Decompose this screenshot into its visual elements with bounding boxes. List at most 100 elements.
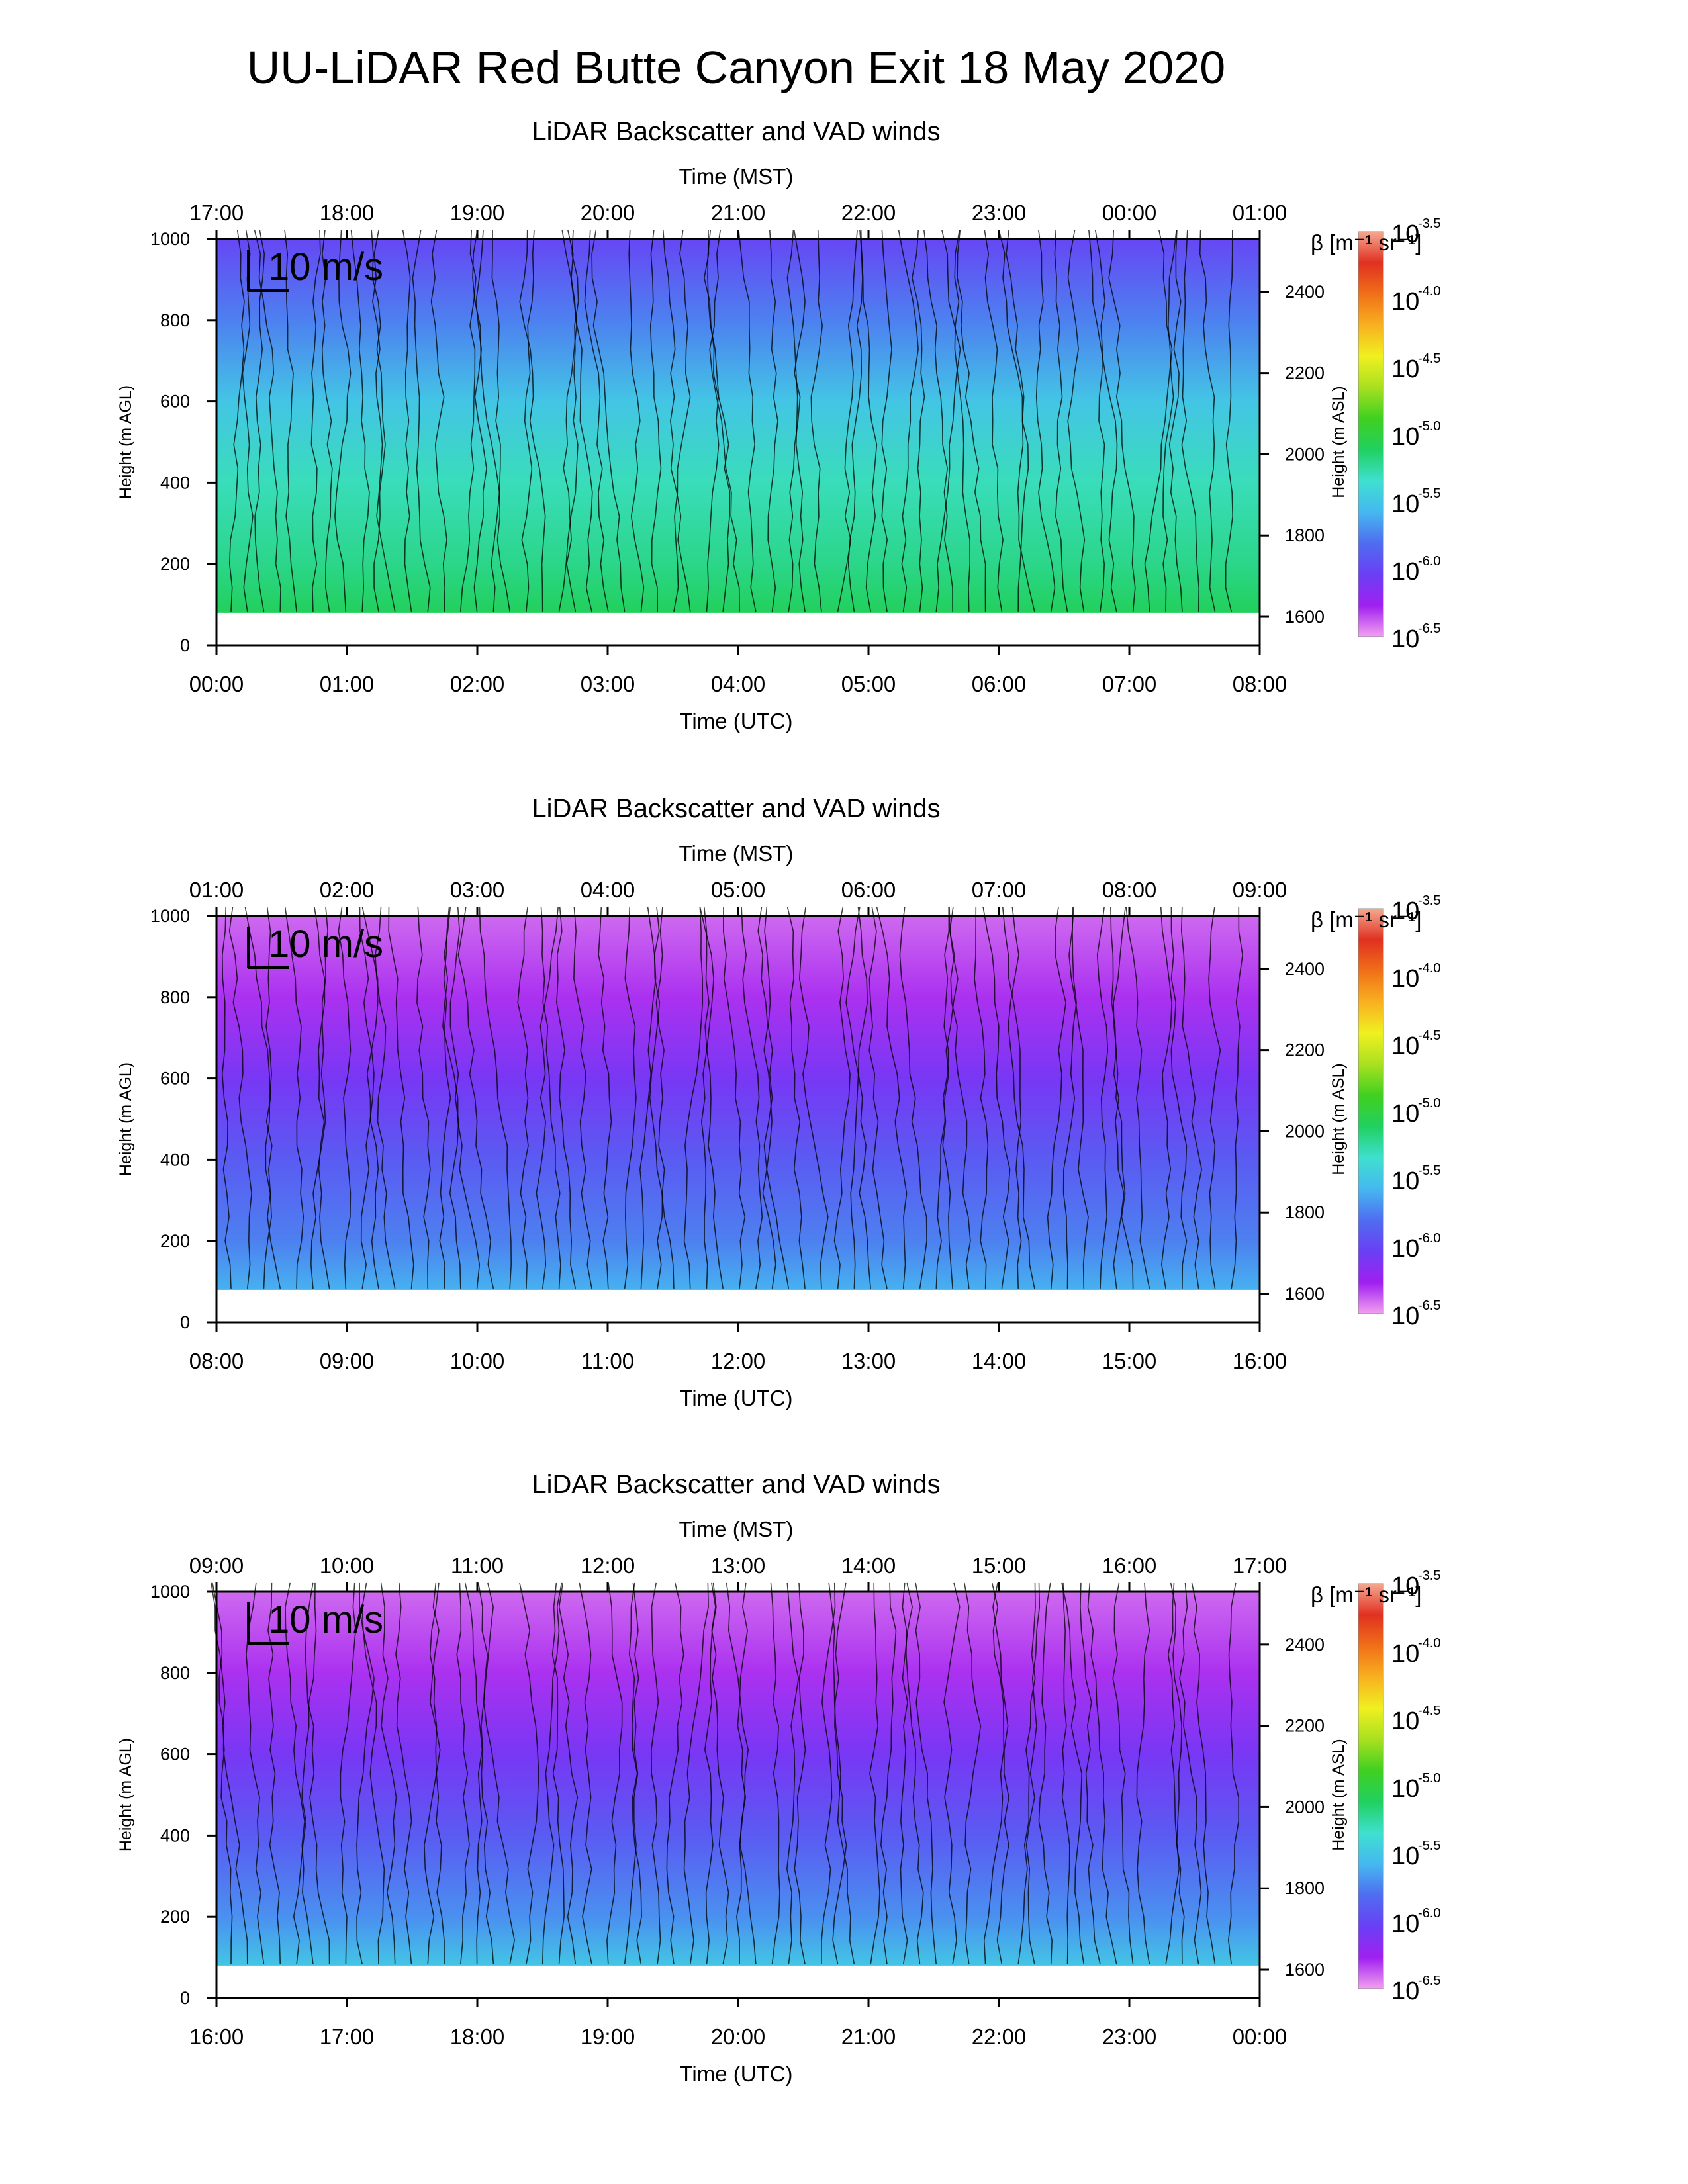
- wind-column: [762, 907, 776, 1289]
- colorbar-tick-base: 10: [1391, 965, 1419, 993]
- y-tick-label: 400: [160, 1825, 190, 1845]
- wind-column: [284, 907, 305, 1289]
- colorbar-tick-base: 10: [1391, 1910, 1419, 1938]
- reference-vector-label: 10 m/s: [268, 923, 383, 966]
- wind-column: [267, 1582, 281, 1964]
- wind-column: [828, 1582, 855, 1965]
- wind-column: [293, 1582, 317, 1964]
- colorbar-tick-base: 10: [1391, 423, 1419, 451]
- wind-column: [1144, 230, 1173, 612]
- wind-column: [371, 230, 386, 612]
- reference-vector-arrow: [247, 250, 289, 292]
- x-tick-label-utc: 02:00: [450, 672, 505, 696]
- colorbar-tick-exponent: -6.5: [1418, 1298, 1440, 1313]
- wind-column: [983, 1582, 1005, 1964]
- x-tick-label-mst: 05:00: [711, 878, 766, 902]
- wind-column: [442, 907, 481, 1289]
- wind-column: [491, 230, 510, 612]
- y-tick-label: 400: [160, 1150, 190, 1169]
- x-tick-label-utc: 17:00: [320, 2025, 375, 2049]
- wind-column: [246, 1582, 265, 1965]
- panel-title: LiDAR Backscatter and VAD winds: [532, 794, 940, 823]
- wind-column: [786, 230, 806, 612]
- y-tick-label: 0: [180, 635, 190, 655]
- colorbar-tick-base: 10: [1391, 1775, 1419, 1803]
- x-tick-label-utc: 01:00: [320, 672, 375, 696]
- wind-vectors: [221, 907, 1243, 1289]
- backscatter-field: [216, 916, 1260, 1290]
- backscatter-field: [216, 239, 1260, 613]
- wind-column: [912, 230, 925, 612]
- wind-column: [285, 1582, 314, 1964]
- wind-column: [624, 907, 637, 1289]
- y-axis-label: Height (m AGL): [117, 1738, 135, 1852]
- x-tick-label-utc: 21:00: [841, 2025, 896, 2049]
- panel-title: LiDAR Backscatter and VAD winds: [532, 1470, 940, 1499]
- colorbar-tick-base: 10: [1391, 1707, 1419, 1735]
- y-tick-label: 800: [160, 987, 190, 1007]
- x-tick-label-mst: 10:00: [320, 1553, 375, 1578]
- y2-axis-label: Height (m ASL): [1329, 1063, 1348, 1175]
- x-tick-label-mst: 19:00: [450, 201, 505, 225]
- wind-column: [881, 230, 892, 612]
- x-tick-label-mst: 09:00: [189, 1553, 244, 1578]
- wind-column: [1067, 230, 1086, 612]
- wind-column: [1162, 230, 1177, 612]
- y2-tick-label: 2000: [1285, 444, 1325, 464]
- wind-column: [1088, 230, 1118, 612]
- wind-column: [254, 230, 281, 612]
- colorbar: [1358, 1583, 1384, 1989]
- y-tick-label: 600: [160, 1745, 190, 1764]
- x-tick-label-mst: 17:00: [189, 201, 244, 225]
- colorbar-tick-exponent: -3.5: [1418, 1569, 1440, 1583]
- chart-panel-2: 08:00 01:00 09:00 02:00 10:00 03:00 11:00 04:00…: [117, 794, 1440, 1410]
- wind-column: [788, 230, 806, 612]
- x-tick-label-utc: 05:00: [841, 672, 896, 696]
- wind-column: [1006, 230, 1035, 612]
- y2-tick-label: 2200: [1285, 1716, 1325, 1736]
- wind-column: [1061, 1582, 1085, 1965]
- wind-column: [845, 907, 861, 1289]
- colorbar-tick-exponent: -4.5: [1418, 1704, 1440, 1718]
- y-tick-label: 0: [180, 1312, 190, 1332]
- wind-column: [957, 230, 986, 612]
- x-tick-label-mst: 15:00: [972, 1553, 1027, 1578]
- wind-column: [598, 907, 612, 1289]
- x-tick-label-mst: 18:00: [320, 201, 375, 225]
- x-tick-label-mst: 13:00: [711, 1553, 766, 1578]
- wind-column: [1113, 907, 1126, 1289]
- x-tick-label-mst: 21:00: [711, 201, 766, 225]
- x-tick-label-mst: 23:00: [972, 201, 1027, 225]
- wind-column: [558, 1582, 579, 1964]
- x-tick-label-utc: 16:00: [189, 2025, 244, 2049]
- wind-column: [1062, 907, 1077, 1289]
- wind-column: [573, 907, 592, 1289]
- wind-column: [1191, 1582, 1216, 1965]
- wind-column: [1199, 230, 1216, 612]
- x-tick-label-mst: 14:00: [841, 1553, 896, 1578]
- chart-panel-3: 16:00 09:00 17:00 10:00 18:00 11:00 19:00 12:00…: [117, 1470, 1440, 2086]
- x-tick-label-utc: 00:00: [189, 672, 244, 696]
- wind-column: [395, 1582, 412, 1964]
- colorbar-tick-base: 10: [1391, 1167, 1419, 1195]
- wind-column: [880, 1582, 897, 1965]
- y-tick-label: 1000: [150, 1582, 190, 1602]
- colorbar: [1358, 231, 1384, 637]
- y-tick-label: 200: [160, 554, 190, 574]
- wind-column: [935, 230, 961, 612]
- wind-column: [741, 907, 763, 1289]
- wind-column: [1054, 230, 1068, 612]
- wind-column: [1112, 1582, 1134, 1965]
- reference-vector-arrow: [247, 1602, 289, 1645]
- colorbar-tick-base: 10: [1391, 1640, 1419, 1668]
- wind-column: [738, 230, 757, 612]
- wind-column: [709, 230, 740, 612]
- x-tick-label-mst: 08:00: [1102, 878, 1157, 902]
- y2-tick-label: 1800: [1285, 1878, 1325, 1898]
- wind-column: [563, 230, 577, 612]
- wind-column: [1061, 1582, 1070, 1964]
- colorbar-tick-base: 10: [1391, 625, 1419, 653]
- wind-column: [480, 1582, 494, 1964]
- x-tick-label-utc: 04:00: [711, 672, 766, 696]
- wind-column: [1160, 907, 1172, 1289]
